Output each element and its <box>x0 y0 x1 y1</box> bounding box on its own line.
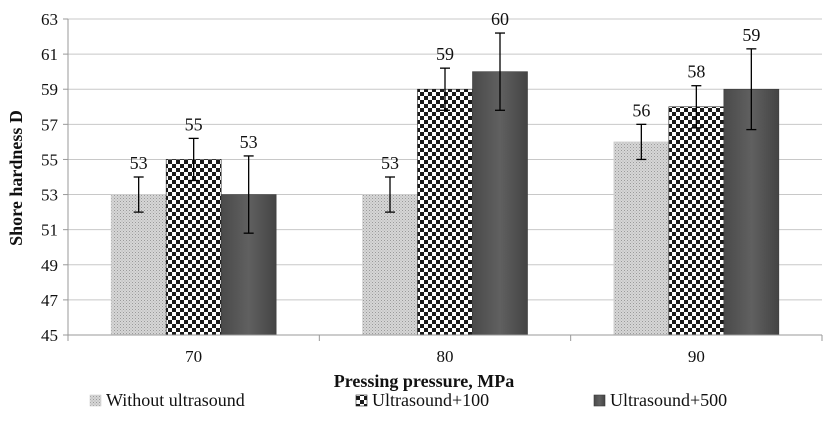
legend: Without ultrasound Ultrasound+100 Ultrasou… <box>89 390 727 410</box>
y-tick-label: 63 <box>41 10 58 29</box>
x-axis-title: Pressing pressure, MPa <box>334 371 515 391</box>
legend-swatch <box>355 394 368 407</box>
data-label: 59 <box>742 25 760 45</box>
legend-label: Ultrasound+100 <box>372 390 489 410</box>
legend-swatch <box>593 394 606 407</box>
y-tick-label: 47 <box>41 291 59 310</box>
axes <box>67 19 822 336</box>
y-tick-label: 55 <box>41 150 58 169</box>
y-tick-label: 61 <box>41 45 58 64</box>
data-label: 58 <box>687 62 705 82</box>
data-label: 56 <box>632 100 650 120</box>
y-tick-label: 59 <box>41 80 58 99</box>
y-axis-ticks: 45 47 49 51 53 55 57 59 61 63 <box>41 10 68 345</box>
data-label: 59 <box>436 44 454 64</box>
bar <box>668 106 725 336</box>
bar <box>165 159 222 336</box>
bar <box>472 71 528 336</box>
y-axis-title: Shore hardness D <box>6 110 26 246</box>
y-tick-label: 45 <box>41 326 58 345</box>
x-tick-label: 70 <box>185 347 202 366</box>
data-label: 60 <box>491 9 509 29</box>
y-tick-label: 49 <box>41 256 58 275</box>
data-label: 53 <box>381 153 399 173</box>
y-tick-label: 51 <box>41 221 58 240</box>
data-label: 55 <box>185 114 203 134</box>
data-labels: 53 55 53 53 59 60 56 58 59 <box>130 9 761 173</box>
bars <box>110 71 780 336</box>
bar <box>362 194 418 336</box>
y-tick-label: 57 <box>41 115 59 134</box>
x-tick-label: 90 <box>688 347 705 366</box>
y-tick-label: 53 <box>41 186 58 205</box>
x-tick-label: 80 <box>437 347 454 366</box>
data-label: 53 <box>240 132 258 152</box>
bar <box>417 88 473 336</box>
legend-swatch <box>89 394 102 407</box>
error-bars <box>133 32 757 234</box>
data-label: 53 <box>130 153 148 173</box>
bar <box>110 194 167 336</box>
x-axis-ticks: 70 80 90 <box>67 335 823 366</box>
legend-label: Without ultrasound <box>106 390 245 410</box>
bar <box>613 141 670 336</box>
legend-label: Ultrasound+500 <box>610 390 727 410</box>
